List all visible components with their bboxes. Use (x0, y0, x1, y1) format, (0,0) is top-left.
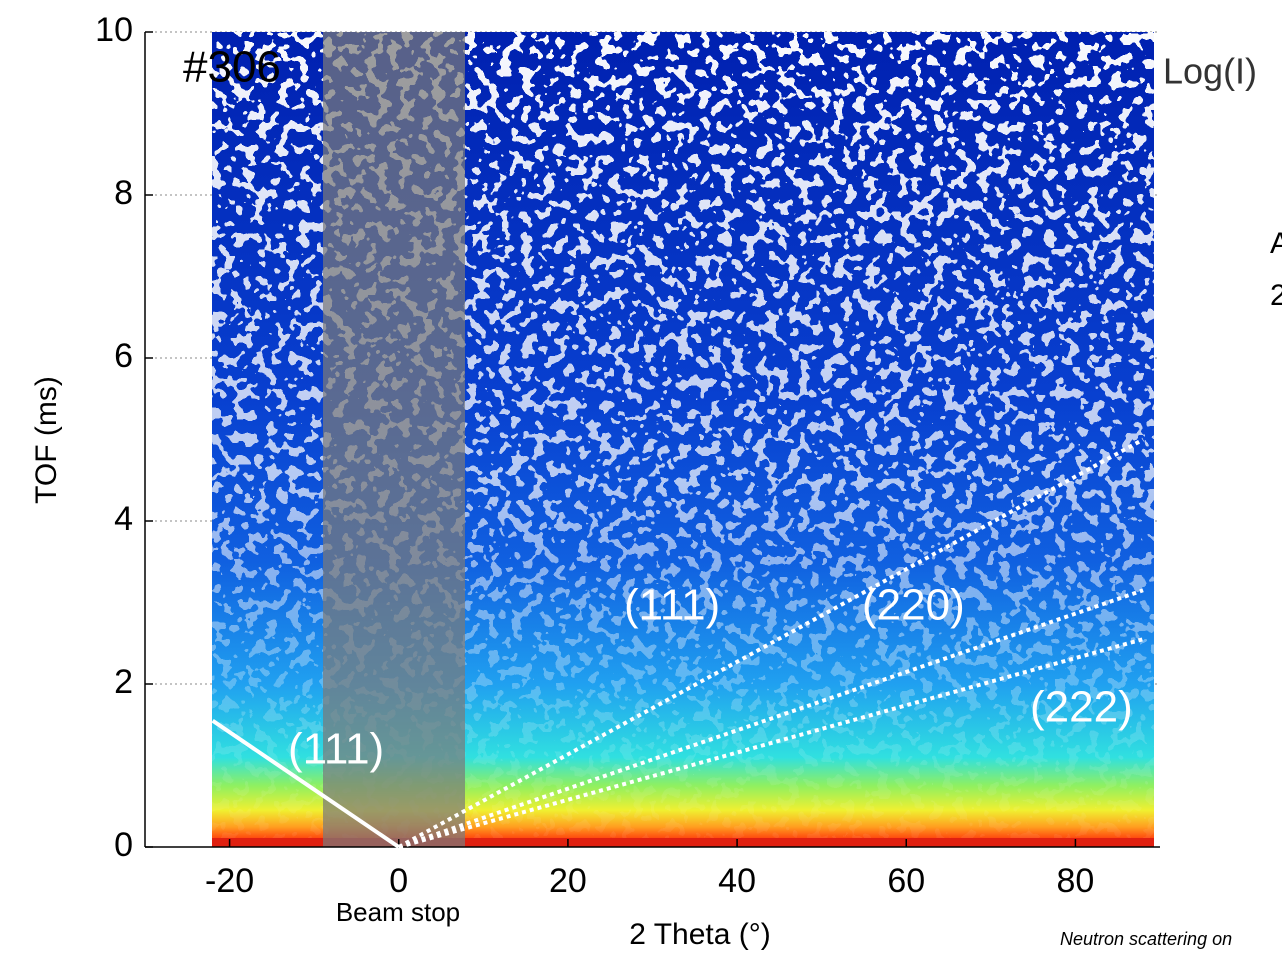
peak-line (397, 437, 1145, 849)
peak-label: (111) (624, 581, 720, 630)
overlay: 0 2 4 6 8 10 -20 0 20 40 60 80 2 Theta (°) TOF (ms) #3… (30, 11, 1282, 951)
y-tick-label: 6 (114, 337, 133, 375)
x-tick-label: 60 (887, 862, 925, 900)
x-tick-label: 0 (389, 862, 408, 900)
side-text: 2 (1270, 279, 1282, 312)
y-tick-label: 8 (114, 174, 133, 212)
beam-stop-label: Beam stop (336, 897, 460, 927)
peak-line (398, 588, 1144, 849)
y-axis-label: TOF (ms) (30, 376, 63, 504)
y-tick-label: 0 (114, 826, 133, 864)
x-axis-label: 2 Theta (°) (629, 918, 771, 951)
x-tick-label: 20 (549, 862, 587, 900)
x-tick-label: 80 (1057, 862, 1095, 900)
peak-label: (222) (1030, 683, 1133, 732)
colorbar-label: Log(I) (1163, 51, 1257, 92)
map-edge (212, 838, 1154, 847)
beam-stop-region (323, 32, 465, 847)
intensity-map (212, 32, 1154, 847)
run-label: #306 (183, 43, 281, 92)
peak-label: (220) (862, 581, 965, 630)
peak-label: (111) (288, 725, 384, 774)
side-text: A (1270, 227, 1282, 260)
x-tick-label: -20 (205, 862, 254, 900)
y-tick-label: 4 (114, 500, 133, 538)
peak-line (211, 719, 400, 849)
y-tick-label: 10 (95, 11, 133, 49)
x-tick-label: 40 (718, 862, 756, 900)
peak-line (398, 637, 1144, 849)
caption: Neutron scattering on (1060, 929, 1232, 949)
y-tick-label: 2 (114, 663, 133, 701)
